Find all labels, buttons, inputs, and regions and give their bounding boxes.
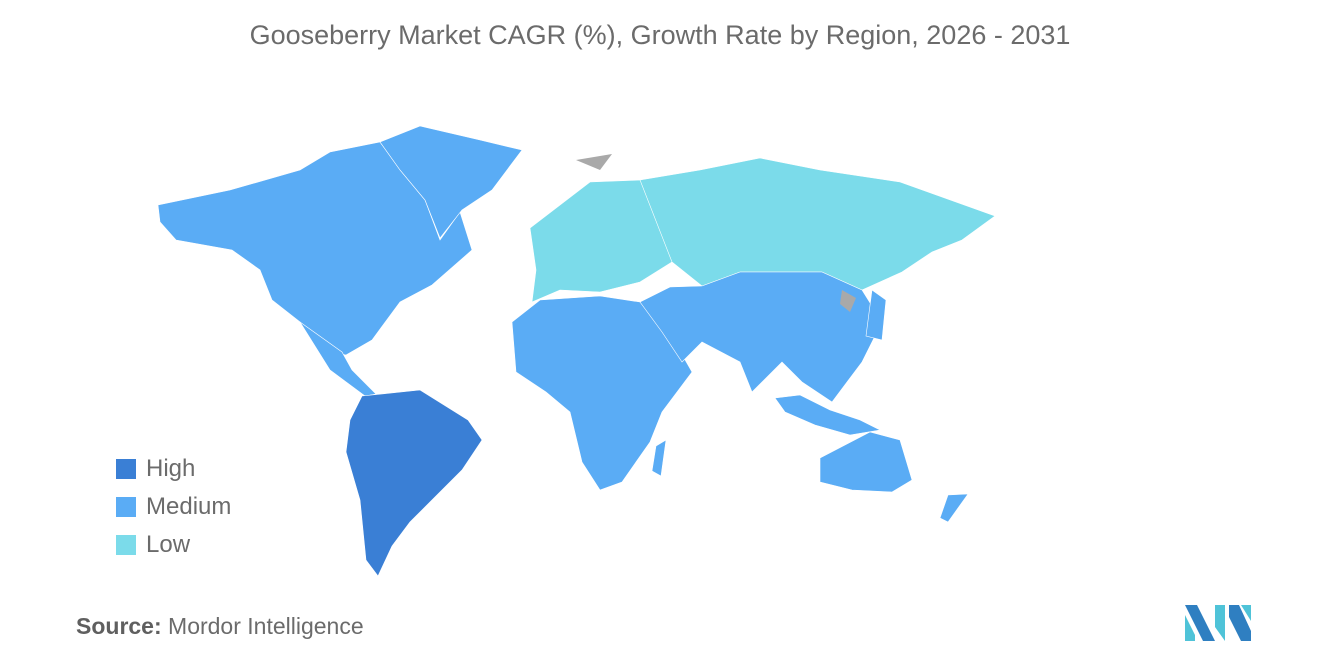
region-europe	[529, 179, 673, 303]
region-middle-east-asia	[639, 271, 883, 403]
source-value: Mordor Intelligence	[168, 613, 364, 639]
source-label: Source:	[76, 613, 162, 639]
mordor-logo	[1185, 605, 1251, 641]
region-africa	[511, 295, 693, 491]
legend-item-low: Low	[116, 526, 231, 564]
chart-title: Gooseberry Market CAGR (%), Growth Rate …	[249, 20, 1071, 50]
legend-item-medium: Medium	[116, 488, 231, 526]
legend-label: Low	[146, 531, 191, 558]
region-australia	[819, 431, 913, 493]
region-svalbard-nodata	[576, 154, 612, 170]
region-central-america	[299, 321, 377, 397]
region-russia	[639, 157, 996, 291]
source: Source: Mordor Intelligence	[76, 613, 364, 640]
legend-item-high: High	[116, 450, 231, 488]
legend-label: High	[146, 455, 196, 482]
region-south-america	[345, 389, 483, 577]
legend-swatch	[116, 497, 136, 517]
region-north-america	[157, 141, 473, 356]
legend-swatch	[116, 535, 136, 555]
region-japan	[865, 289, 887, 341]
region-greenland	[379, 125, 523, 239]
legend: High Medium Low	[116, 450, 231, 564]
region-madagascar	[651, 439, 667, 477]
region-southeast-asia	[774, 394, 881, 436]
legend-swatch	[116, 459, 136, 479]
region-new-zealand	[939, 493, 969, 523]
legend-label: Medium	[146, 493, 232, 520]
region-korea-nodata	[840, 290, 856, 312]
